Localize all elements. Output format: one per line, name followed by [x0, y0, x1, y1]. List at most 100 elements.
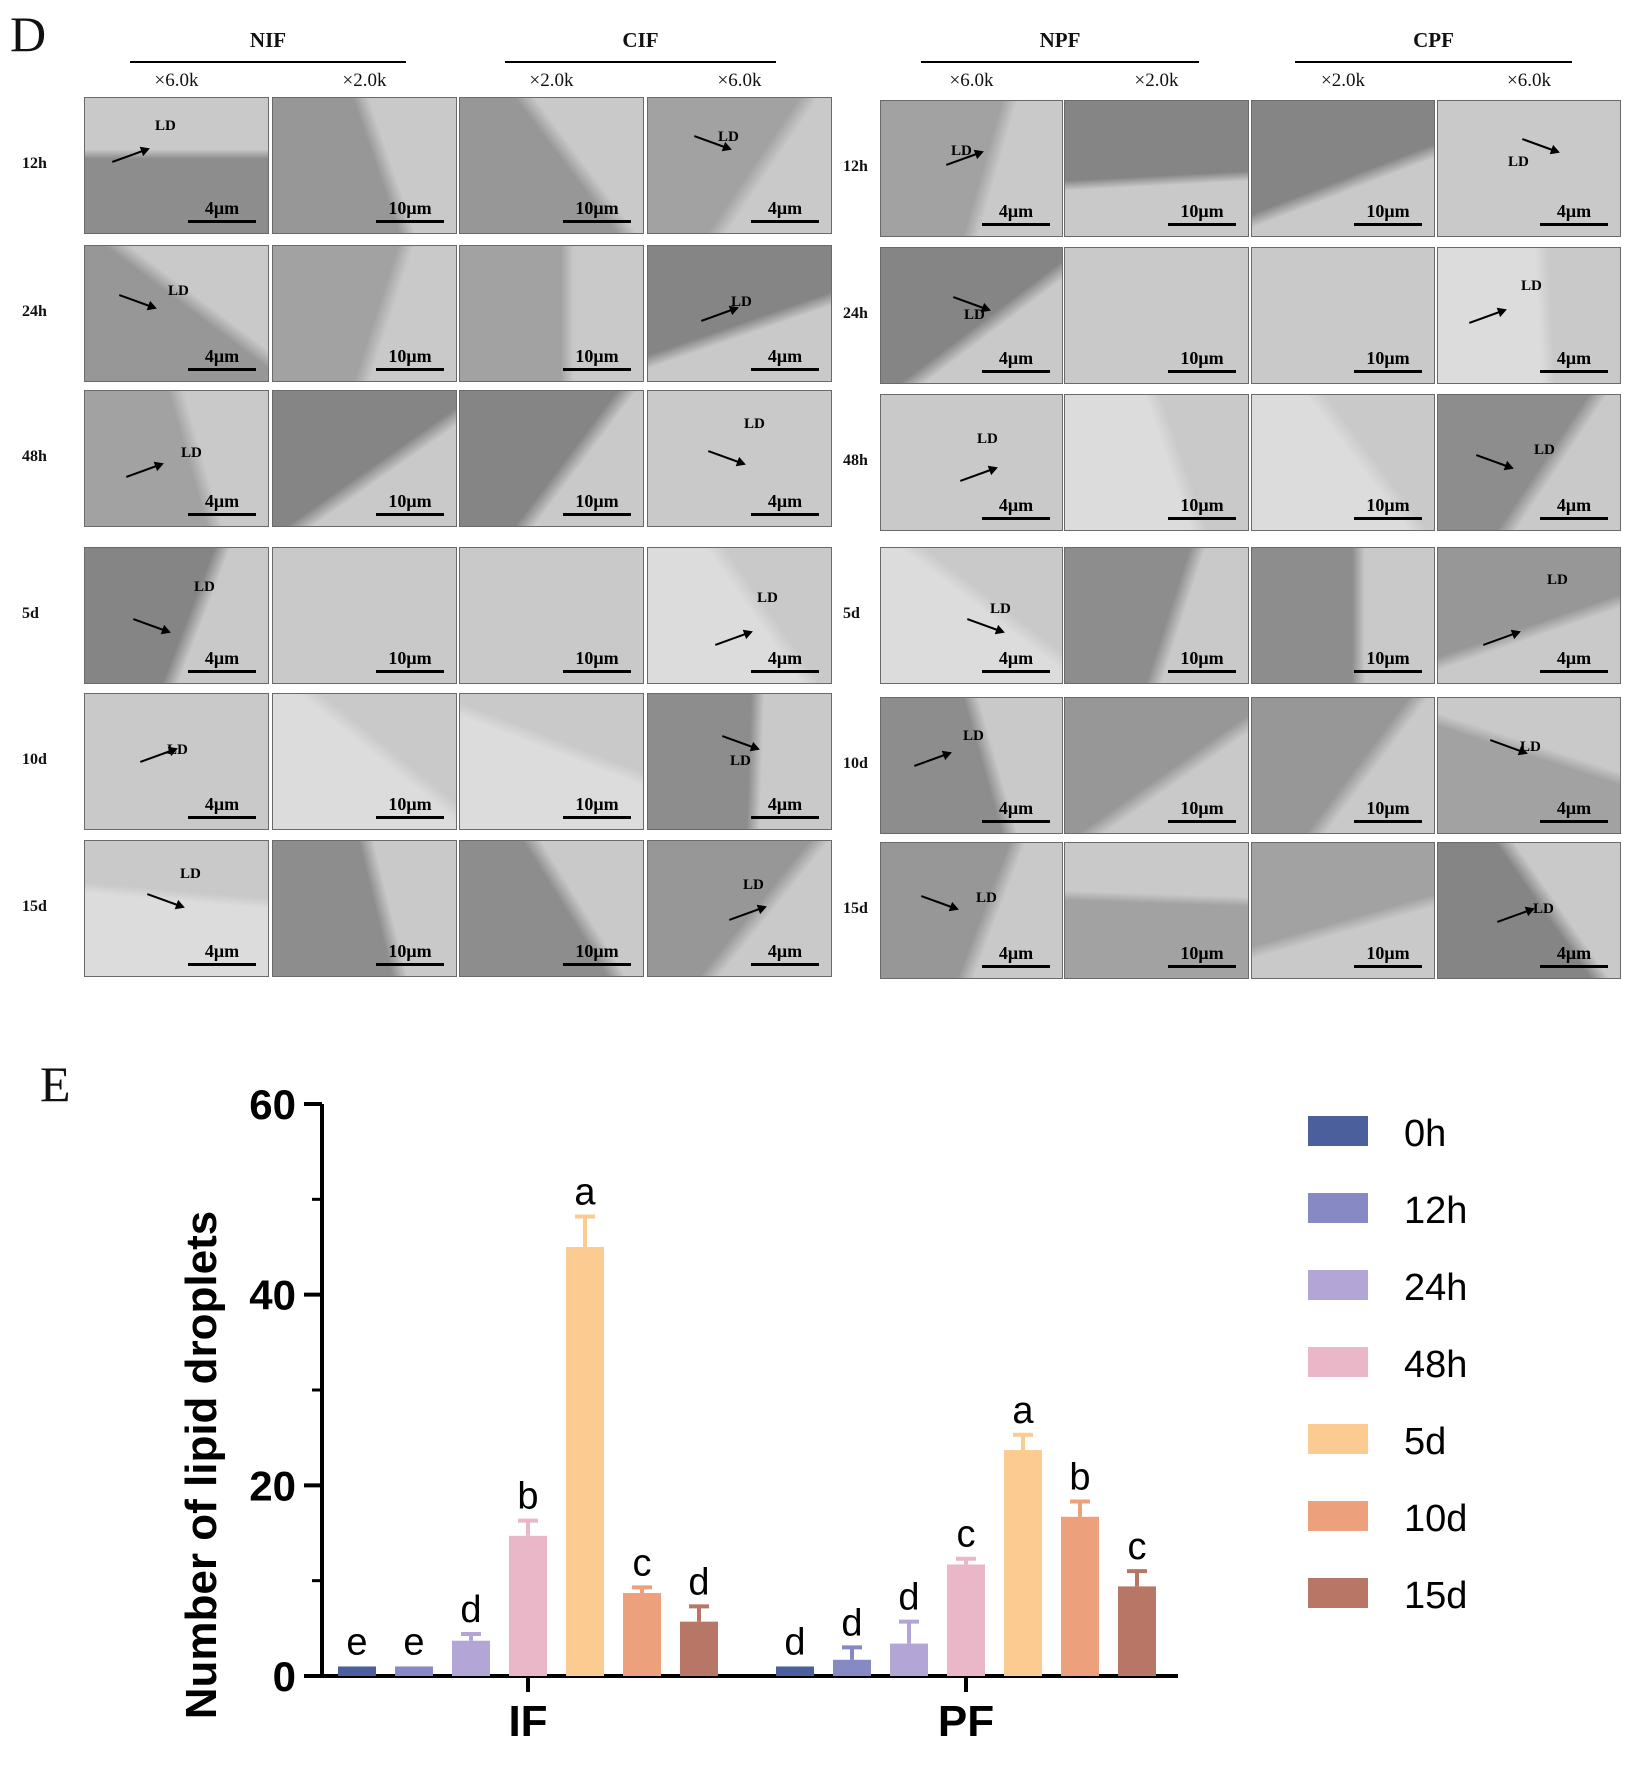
lipid-droplet-label: LD: [1533, 901, 1554, 917]
micrograph-cpf-15d-6k: 4μm LD: [1437, 842, 1621, 979]
lipid-droplet-label: LD: [757, 590, 778, 606]
micrograph-cif-12h-6k: 4μm LD: [647, 97, 832, 234]
scale-bar-line: [376, 368, 444, 371]
scale-bar: 4μm: [751, 648, 819, 673]
scale-bar: 10μm: [563, 941, 631, 966]
micrograph-nif-10d-2k: 10μm: [272, 693, 457, 830]
arrow-indicator: [146, 893, 184, 908]
scale-bar: 10μm: [1168, 495, 1236, 520]
bar-pf-24h: [890, 1643, 928, 1676]
arrow-indicator: [728, 906, 766, 921]
scale-bar: 4μm: [1540, 495, 1608, 520]
scale-bar: 10μm: [376, 346, 444, 371]
scale-bar-line: [751, 816, 819, 819]
scale-bar-label: 4μm: [998, 201, 1034, 221]
scale-bar-label: 10μm: [1366, 201, 1410, 221]
row-label-12h: 12h: [22, 155, 47, 172]
scale-bar-label: 10μm: [388, 491, 432, 511]
scale-bar-line: [982, 517, 1050, 520]
scale-bar-line: [751, 670, 819, 673]
arrow-indicator: [966, 618, 1004, 633]
scale-bar-line: [1168, 517, 1236, 520]
legend-label-10d: 10d: [1404, 1498, 1467, 1540]
scale-bar-line: [1168, 670, 1236, 673]
bar-if-48h: [509, 1535, 547, 1676]
scale-bar-label: 10μm: [1366, 495, 1410, 515]
scale-bar-label: 4μm: [204, 491, 240, 511]
lipid-droplet-label: LD: [744, 416, 765, 432]
scale-bar: 4μm: [1540, 943, 1608, 968]
scale-bar-line: [751, 220, 819, 223]
x-tick-label-pf: PF: [938, 1697, 994, 1746]
scale-bar: 4μm: [751, 794, 819, 819]
scale-bar: 10μm: [1168, 943, 1236, 968]
micrograph-cpf-24h-2k: 10μm: [1251, 247, 1435, 384]
arrow-indicator: [132, 618, 170, 633]
significance-letter: a: [1012, 1390, 1034, 1432]
significance-letter: d: [460, 1589, 481, 1631]
scale-bar: 10μm: [376, 648, 444, 673]
scale-bar: 4μm: [982, 648, 1050, 673]
scale-bar-line: [376, 816, 444, 819]
legend-swatch-12h: [1308, 1193, 1368, 1223]
lipid-droplet-label: LD: [1521, 278, 1542, 294]
y-tick-label: 0: [273, 1653, 296, 1700]
micrograph-nif-5d-2k: 10μm: [272, 547, 457, 684]
group-line-npf: [921, 61, 1199, 63]
micrograph-npf-24h-2k: 10μm: [1064, 247, 1249, 384]
scale-bar: 10μm: [563, 198, 631, 223]
lipid-droplet-label: LD: [951, 143, 972, 159]
row-label-15d: 15d: [843, 900, 868, 917]
scale-bar-line: [1354, 965, 1422, 968]
micrograph-npf-12h-6k: 4μm LD: [880, 100, 1063, 237]
micrograph-cif-15d-2k: 10μm: [459, 840, 644, 977]
lipid-droplet-label: LD: [964, 307, 985, 323]
row-label-5d: 5d: [843, 605, 860, 622]
bar-if-5d: [566, 1247, 604, 1676]
scale-bar: 4μm: [751, 491, 819, 516]
arrow-indicator: [714, 631, 752, 646]
micrograph-cpf-5d-2k: 10μm: [1251, 547, 1435, 684]
scale-bar-label: 10μm: [388, 941, 432, 961]
scale-bar-label: 10μm: [388, 648, 432, 668]
scale-bar-label: 10μm: [1180, 201, 1224, 221]
scale-bar-label: 4μm: [998, 798, 1034, 818]
scale-bar-line: [751, 963, 819, 966]
scale-bar-label: 10μm: [575, 648, 619, 668]
micrograph-nif-24h-6k: 4μm LD: [84, 245, 269, 382]
row-label-10d: 10d: [843, 755, 868, 772]
scale-bar-line: [1540, 820, 1608, 823]
arrow-indicator: [913, 752, 951, 767]
bar-pf-0h: [776, 1666, 814, 1676]
group-line-nif: [130, 61, 406, 63]
micrograph-npf-48h-6k: 4μm LD: [880, 394, 1063, 531]
scale-bar-label: 4μm: [1556, 648, 1592, 668]
bar-pf-48h: [947, 1564, 985, 1676]
row-label-5d: 5d: [22, 605, 39, 622]
group-label-npf: NPF: [1039, 28, 1081, 52]
scale-bar-line: [1168, 965, 1236, 968]
micrograph-nif-5d-6k: 4μm LD: [84, 547, 269, 684]
micrograph-cpf-24h-6k: 4μm LD: [1437, 247, 1621, 384]
scale-bar-line: [188, 513, 256, 516]
scale-bar: 10μm: [563, 491, 631, 516]
bar-pf-5d: [1004, 1450, 1042, 1676]
magnification-label: ×2.0k: [1134, 70, 1179, 91]
scale-bar-line: [1540, 517, 1608, 520]
group-line-cpf: [1295, 61, 1572, 63]
scale-bar-label: 4μm: [204, 794, 240, 814]
scale-bar-label: 10μm: [1180, 348, 1224, 368]
micrograph-cif-48h-6k: 4μm LD: [647, 390, 832, 527]
scale-bar: 4μm: [188, 648, 256, 673]
scale-bar-label: 4μm: [1556, 201, 1592, 221]
scale-bar-line: [188, 816, 256, 819]
scale-bar: 4μm: [1540, 648, 1608, 673]
scale-bar: 4μm: [982, 798, 1050, 823]
bar-if-0h: [338, 1666, 376, 1676]
scale-bar-label: 4μm: [1556, 495, 1592, 515]
scale-bar-label: 4μm: [767, 941, 803, 961]
scale-bar: 4μm: [188, 346, 256, 371]
lipid-droplet-label: LD: [181, 445, 202, 461]
